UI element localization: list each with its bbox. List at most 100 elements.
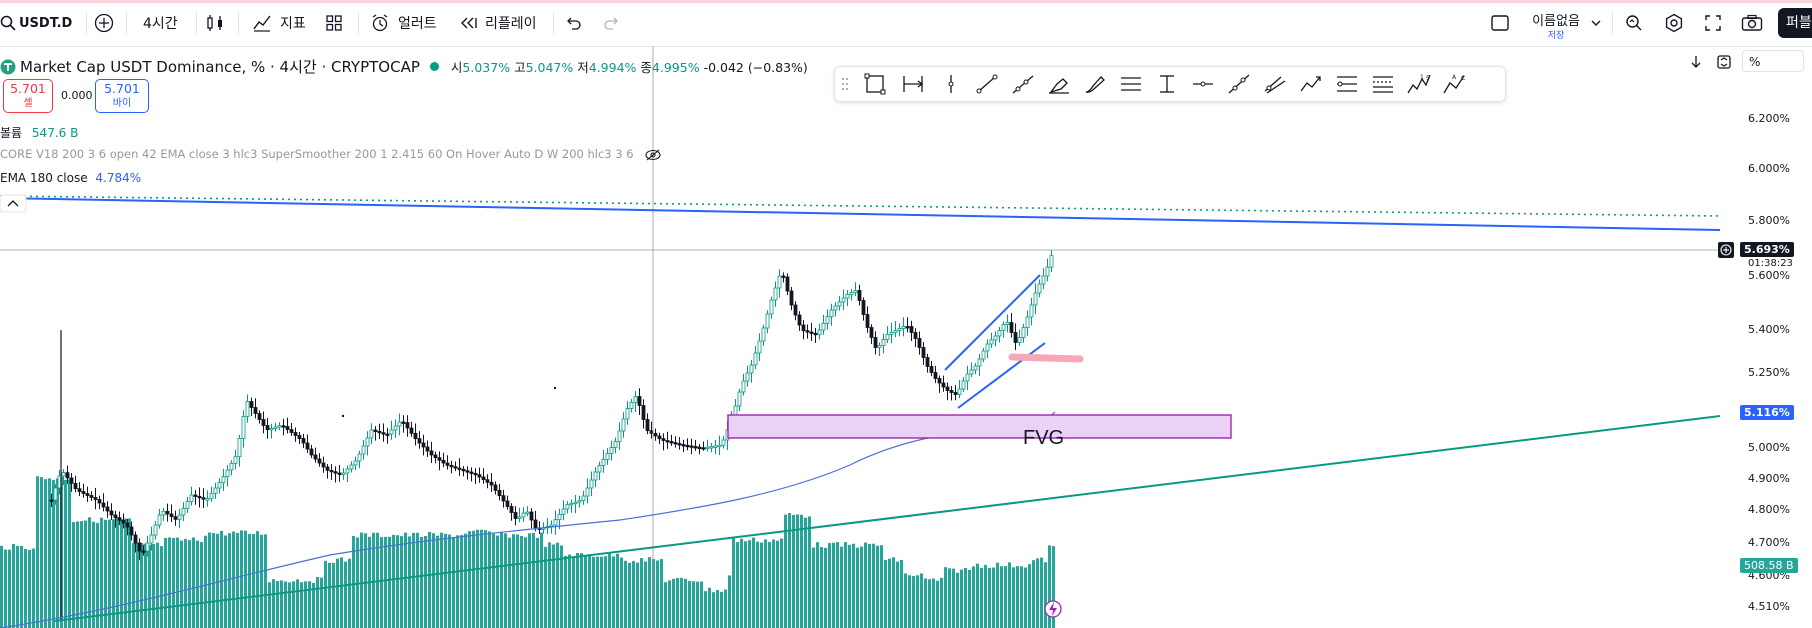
symbol-search-button[interactable]: USDT.D	[0, 12, 72, 34]
quick-search-button[interactable]	[1624, 12, 1644, 34]
undo-button[interactable]	[564, 12, 582, 34]
drag-handle-icon[interactable]	[841, 77, 849, 91]
candle-body	[569, 502, 574, 506]
volume-bar	[216, 533, 219, 628]
candle-body	[177, 514, 182, 520]
volume-bar	[1048, 545, 1051, 628]
layout-name: 이름없음	[1532, 14, 1580, 29]
divider	[1612, 12, 1613, 34]
candle-body	[857, 290, 862, 301]
text-cursor-tool-icon[interactable]	[1155, 73, 1179, 95]
fib-retracement-tool-icon[interactable]	[1335, 73, 1359, 95]
brush-tool-icon[interactable]	[1083, 73, 1107, 95]
price-tick: 4.900%	[1748, 472, 1790, 485]
vertical-line-tool-icon[interactable]	[939, 73, 963, 95]
volume-bar	[180, 540, 183, 628]
volume-bar	[612, 556, 615, 628]
legend-collapse-button[interactable]	[0, 194, 27, 213]
candle-body	[401, 421, 406, 424]
trend-line-tool-icon[interactable]	[975, 73, 999, 95]
scroll-down-icon[interactable]	[1688, 54, 1704, 70]
pitchfork-tool-icon[interactable]	[1263, 73, 1287, 95]
candle-body	[789, 290, 794, 306]
volume-bar	[876, 545, 879, 628]
candle-body	[525, 511, 530, 514]
candle-body	[609, 447, 614, 454]
candle-body	[801, 324, 806, 332]
candle-body	[113, 514, 118, 519]
date-range-tool-icon[interactable]	[901, 73, 925, 95]
volume-bar	[788, 513, 791, 628]
volume-bar	[800, 514, 803, 628]
sell-button[interactable]: 5.701 셀	[3, 79, 53, 113]
interval-button[interactable]: 4시간	[143, 12, 178, 34]
candle-body	[389, 429, 394, 435]
rectangle-tool-icon[interactable]	[863, 73, 887, 95]
open-value: 5.037%	[462, 60, 511, 75]
candle-body	[1005, 322, 1010, 325]
settings-button[interactable]	[1664, 12, 1684, 34]
volume-bar	[696, 581, 699, 628]
volume-bar	[584, 555, 587, 628]
indicators-button[interactable]: 지표	[252, 12, 306, 34]
candle-body	[1041, 275, 1046, 285]
volume-bar	[700, 581, 703, 628]
layout-templates-button[interactable]	[325, 12, 343, 34]
compare-add-button[interactable]	[94, 12, 114, 34]
eye-hidden-icon[interactable]	[645, 149, 661, 161]
layout-checkbox[interactable]	[1490, 12, 1510, 34]
reset-scale-icon[interactable]	[1716, 54, 1732, 70]
volume-bar	[608, 552, 611, 628]
volume-bar	[464, 533, 467, 628]
blue-trendline	[0, 197, 1721, 231]
layout-dropdown[interactable]	[1590, 12, 1602, 34]
price-chart[interactable]	[0, 47, 1812, 628]
candle-body	[713, 445, 718, 448]
candle-body	[185, 501, 190, 509]
candle-body	[229, 462, 234, 471]
candle-body	[937, 378, 942, 384]
green-trendline	[54, 415, 1721, 622]
candle-body	[989, 339, 994, 345]
crosshair-plus-icon[interactable]	[1718, 242, 1734, 258]
candle-body	[557, 513, 562, 521]
replay-label: 리플레이	[485, 16, 537, 32]
candle-body	[521, 512, 526, 518]
chart-type-button[interactable]	[205, 12, 225, 34]
layout-name-button[interactable]: 이름없음 저장	[1526, 10, 1586, 41]
percent-scale-toggle[interactable]: %	[1742, 50, 1804, 72]
publish-button[interactable]: 퍼블	[1778, 8, 1812, 38]
ray-tool-icon[interactable]	[1011, 73, 1035, 95]
highlighter-tool-icon[interactable]	[1047, 73, 1071, 95]
volume-bar	[76, 521, 79, 628]
buy-button[interactable]: 5.701 바이	[95, 79, 149, 113]
volume-bar	[988, 567, 991, 628]
polyline-tool-icon[interactable]	[1299, 73, 1323, 95]
parallel-channel-tool-icon[interactable]	[1119, 73, 1143, 95]
volume-bar	[744, 541, 747, 628]
redo-button[interactable]	[603, 12, 621, 34]
candle-body	[561, 508, 566, 515]
volume-label: 볼륨	[0, 126, 23, 140]
volume-bar	[936, 580, 939, 628]
extended-line-tool-icon[interactable]	[1227, 73, 1251, 95]
candle-body	[853, 290, 858, 293]
candle-body	[453, 466, 458, 469]
volume-bar	[708, 587, 711, 628]
top-accent-line	[0, 0, 1812, 3]
fib-extension-tool-icon[interactable]	[1371, 73, 1395, 95]
candle-body	[813, 332, 818, 336]
price-tick: 4.510%	[1748, 600, 1790, 613]
horizontal-ray-tool-icon[interactable]	[1191, 73, 1215, 95]
volume-bar	[812, 547, 815, 628]
volume-bar	[336, 558, 339, 628]
snapshot-button[interactable]	[1741, 12, 1763, 34]
candle-body	[413, 432, 418, 440]
replay-button[interactable]: 리플레이	[459, 12, 537, 34]
fullscreen-button[interactable]	[1704, 12, 1722, 34]
volume-bar	[752, 537, 755, 628]
candle-body	[205, 498, 210, 501]
alerts-button[interactable]: 얼러트	[370, 12, 437, 34]
